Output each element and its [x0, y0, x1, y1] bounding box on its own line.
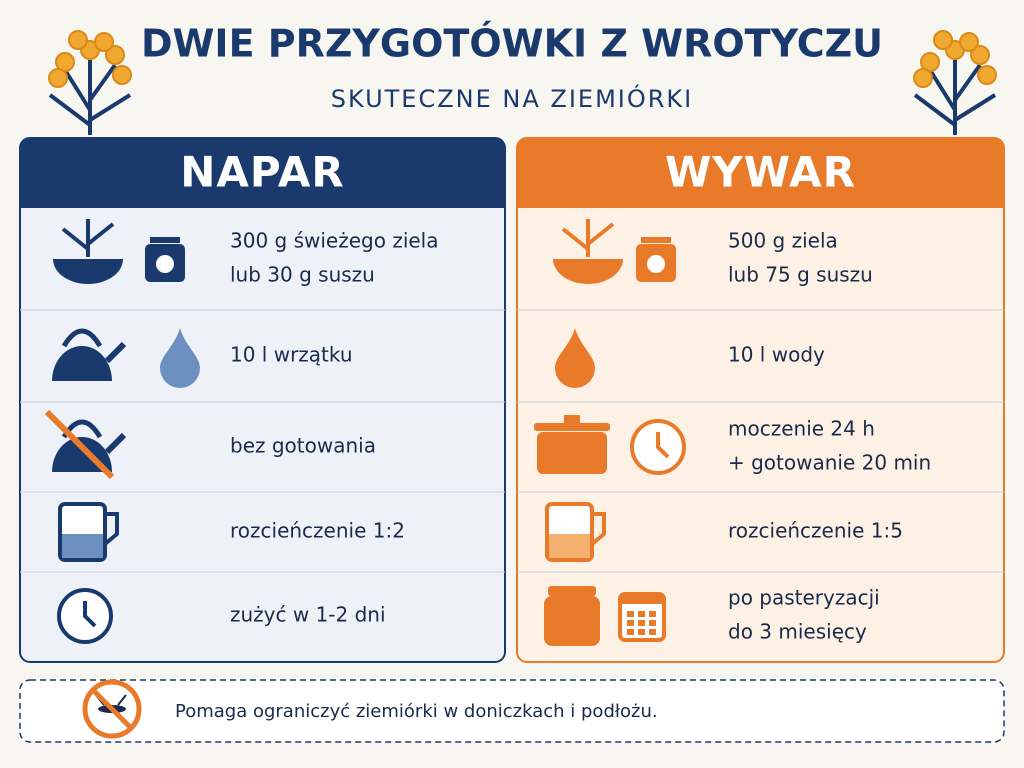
panel: [516, 137, 1005, 663]
pot-lid: [534, 423, 610, 431]
jar-lid: [548, 586, 596, 596]
kettle-handle: [61, 328, 103, 348]
clock-hands: [83, 601, 97, 628]
stem: [913, 60, 997, 135]
flower-decoration: [48, 30, 132, 135]
footer-box: [19, 679, 1005, 743]
spout: [104, 341, 127, 364]
calendar-day: [638, 629, 645, 635]
cross: [44, 409, 115, 480]
calendar-day: [627, 611, 634, 617]
row-icons: [555, 328, 595, 388]
row-text: do 3 miesięcy: [728, 620, 867, 644]
jug-handle: [103, 512, 119, 546]
calendar-day: [638, 611, 645, 617]
spout: [104, 432, 127, 455]
calendar-day: [627, 629, 634, 635]
dial: [156, 255, 174, 273]
herb: [61, 219, 115, 257]
scale-top: [150, 237, 180, 243]
row-text: moczenie 24 h: [728, 417, 875, 441]
row-text: 500 g ziela: [728, 229, 838, 253]
panel-header: [20, 138, 505, 208]
blossom: [68, 30, 88, 50]
blossom: [970, 45, 990, 65]
row-icons: [544, 586, 666, 646]
jug-handle: [590, 512, 606, 546]
calendar-day: [638, 620, 645, 626]
row-icons: [58, 502, 119, 562]
row-icons: [44, 409, 127, 480]
panel-title: NAPAR: [180, 148, 344, 197]
row-icons: [553, 219, 676, 284]
drop: [555, 328, 595, 388]
row-icons: [545, 502, 606, 562]
pot-knob: [564, 415, 580, 423]
row-text: bez gotowania: [230, 434, 376, 458]
row-text: 10 l wody: [728, 343, 825, 367]
row-text: rozcieńczenie 1:2: [230, 519, 405, 543]
panel-title: WYWAR: [665, 148, 856, 197]
blossom: [933, 30, 953, 50]
calendar-day: [649, 611, 656, 617]
footer-text: Pomaga ograniczyć ziemiórki w doniczkach…: [175, 701, 658, 722]
herb: [561, 219, 615, 257]
jug-liquid: [549, 534, 590, 558]
row-icons: [534, 415, 686, 475]
bowl: [553, 259, 623, 284]
dial: [647, 255, 665, 273]
stem: [48, 60, 132, 135]
pot: [537, 432, 607, 474]
panel-header: [517, 138, 1004, 208]
row-text: lub 75 g suszu: [728, 263, 873, 287]
drop: [160, 328, 200, 388]
calendar-day: [649, 620, 656, 626]
blossom: [105, 45, 125, 65]
row-text: 10 l wrzątku: [230, 343, 353, 367]
clock-hands: [656, 432, 670, 459]
blossom: [959, 32, 979, 52]
row-icons: [52, 328, 200, 388]
flower-decoration: [913, 30, 997, 135]
blossom: [94, 32, 114, 52]
jug-liquid: [62, 534, 103, 558]
kettle: [52, 346, 112, 381]
row-text: rozcieńczenie 1:5: [728, 519, 903, 543]
subtitle: SKUTECZNE NA ZIEMIÓRKI: [331, 83, 694, 113]
blossom: [913, 68, 933, 88]
row-text: po pasteryzacji: [728, 586, 880, 610]
calendar-day: [627, 620, 634, 626]
calendar-top: [620, 594, 664, 604]
jar: [544, 596, 600, 646]
row-text: + gotowanie 20 min: [728, 451, 931, 475]
row-text: zużyć w 1-2 dni: [230, 603, 386, 627]
calendar-day: [649, 629, 656, 635]
row-text: 300 g świeżego ziela: [230, 229, 439, 253]
blossom: [48, 68, 68, 88]
title: DWIE PRZYGOTÓWKI Z WROTYCZU: [141, 22, 883, 66]
row-icons: [53, 219, 185, 284]
row-icons: [57, 588, 113, 644]
no-insect-icon: [82, 679, 142, 739]
blossom: [977, 65, 997, 85]
scale-top: [641, 237, 671, 243]
panel: [19, 137, 506, 663]
blossom: [112, 65, 132, 85]
bowl: [53, 259, 123, 284]
row-text: lub 30 g suszu: [230, 263, 375, 287]
